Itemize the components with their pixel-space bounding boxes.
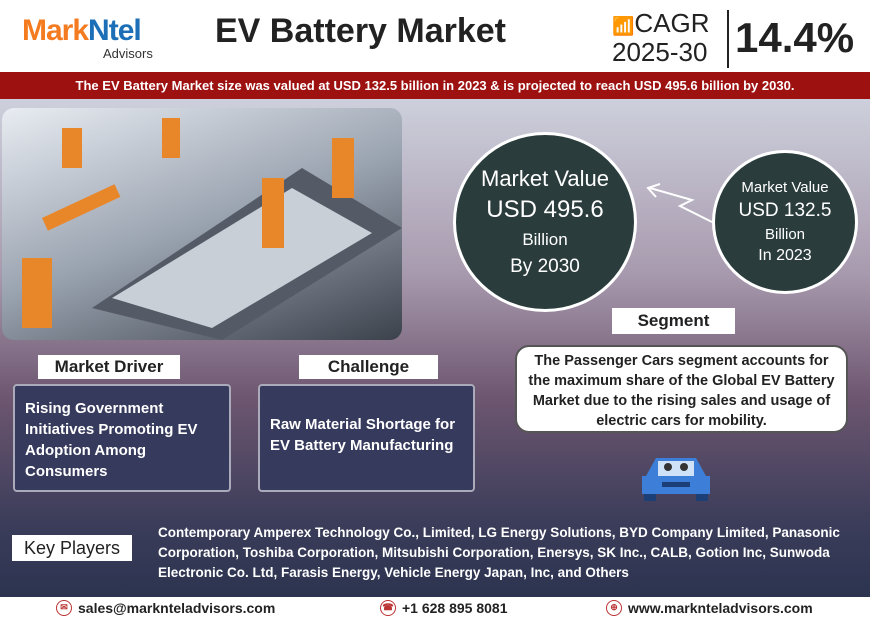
growth-chart-icon: 📶 (612, 16, 635, 36)
growth-arrow-icon (646, 183, 713, 223)
email-text: sales@marknteladvisors.com (78, 600, 276, 616)
current-value: USD 132.5 (738, 200, 832, 221)
players-text: Contemporary Amperex Technology Co., Lim… (158, 525, 840, 580)
challenge-text: Raw Material Shortage for EV Battery Man… (258, 384, 475, 492)
phone-icon: ☎ (380, 600, 396, 616)
future-unit: Billion (522, 230, 568, 249)
header (0, 0, 870, 72)
cagr-value: 14.4% (735, 14, 855, 61)
globe-icon: ⊕ (606, 600, 622, 616)
divider (727, 10, 729, 68)
car-icon (642, 458, 710, 501)
factory-illustration (22, 118, 402, 340)
future-value: USD 495.6 (486, 196, 604, 223)
players-label: Key Players (12, 535, 132, 561)
future-year: By 2030 (510, 256, 580, 277)
logo: MarkNtel (22, 14, 142, 48)
driver-label: Market Driver (38, 355, 180, 379)
footer: ✉ sales@marknteladvisors.com ☎ +1 628 895 … (0, 597, 870, 620)
web-link[interactable]: ⊕ www.marknteladvisors.com (606, 600, 813, 616)
phone-text: +1 628 895 8081 (402, 600, 508, 616)
cagr-period: 2025-30 (612, 37, 708, 67)
logo-text-b: Ntel (88, 14, 142, 47)
factory-image (2, 108, 402, 340)
segment-text: The Passenger Cars segment accounts for … (515, 345, 848, 433)
logo-text-a: Mark (22, 14, 89, 47)
segment-label: Segment (612, 308, 735, 334)
current-unit: Billion (764, 226, 806, 243)
market-value-2030: Market Value USD 495.6 Billion By 2030 (453, 132, 637, 312)
cagr-label: 📶CAGR 2025-30 (612, 10, 710, 65)
driver-text: Rising Government Initiatives Promoting … (13, 384, 231, 492)
web-text: www.marknteladvisors.com (628, 600, 813, 616)
challenge-label: Challenge (299, 355, 438, 379)
cagr-text: CAGR (634, 8, 710, 38)
summary-banner: The EV Battery Market size was valued at… (0, 72, 870, 99)
current-year: In 2023 (758, 247, 812, 264)
future-label: Market Value (481, 166, 609, 191)
email-link[interactable]: ✉ sales@marknteladvisors.com (56, 600, 275, 616)
mail-icon: ✉ (56, 600, 72, 616)
current-label: Market Value (741, 179, 829, 196)
page-title: EV Battery Market (215, 12, 507, 50)
logo-sub: Advisors (103, 46, 153, 61)
phone-link[interactable]: ☎ +1 628 895 8081 (380, 600, 508, 616)
market-value-2023: Market Value USD 132.5 Billion In 2023 (712, 150, 858, 294)
